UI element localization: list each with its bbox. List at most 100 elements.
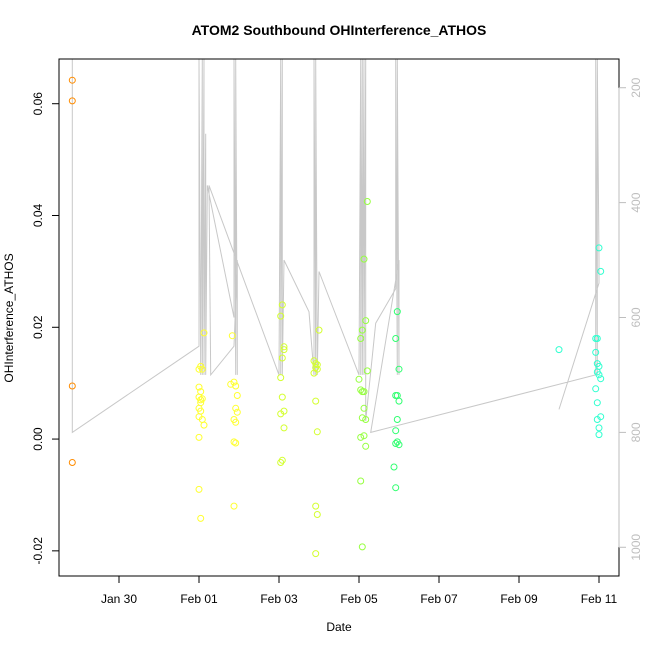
data-point bbox=[595, 371, 603, 379]
y2-tick-label: 600 bbox=[629, 307, 643, 327]
y-tick-label: 0.02 bbox=[31, 315, 45, 339]
data-point bbox=[357, 433, 365, 441]
data-point bbox=[277, 459, 285, 466]
data-point bbox=[362, 416, 370, 423]
data-point bbox=[227, 380, 235, 388]
data-point bbox=[593, 335, 601, 342]
data-point bbox=[233, 392, 241, 399]
data-point bbox=[195, 383, 203, 391]
data-point bbox=[362, 317, 370, 325]
data-point bbox=[68, 459, 76, 466]
data-point bbox=[363, 198, 371, 205]
data-point bbox=[357, 386, 365, 394]
y-tick-label: 0.06 bbox=[31, 92, 45, 116]
data-point bbox=[595, 424, 603, 432]
point-series-2 bbox=[277, 301, 323, 558]
y-tick-label: -0.02 bbox=[31, 537, 45, 565]
data-point bbox=[393, 416, 401, 423]
data-point bbox=[392, 335, 400, 342]
point-series-3 bbox=[355, 198, 371, 551]
data-point bbox=[310, 369, 318, 377]
data-point bbox=[313, 428, 321, 436]
data-point bbox=[278, 301, 286, 309]
chart-title: ATOM2 Southbound OHInterference_ATHOS bbox=[192, 22, 487, 38]
data-point bbox=[68, 382, 76, 390]
y-axis: -0.02 0.00 0.02 0.04 0.06 bbox=[31, 92, 60, 565]
data-point bbox=[277, 374, 285, 382]
data-point bbox=[595, 431, 603, 439]
data-point bbox=[232, 382, 240, 390]
y2-tick-label: 400 bbox=[629, 192, 643, 212]
data-point bbox=[597, 267, 605, 275]
data-point bbox=[312, 550, 320, 558]
data-point bbox=[392, 440, 400, 447]
data-point bbox=[232, 418, 240, 426]
data-point bbox=[357, 477, 365, 485]
y-tick-label: 0.00 bbox=[31, 427, 45, 451]
data-point bbox=[228, 332, 236, 340]
data-point bbox=[278, 456, 286, 464]
altitude-track-line bbox=[71, 58, 600, 434]
data-point bbox=[230, 438, 238, 446]
data-point bbox=[555, 346, 563, 354]
data-points bbox=[68, 76, 605, 558]
y-tick-label: 0.04 bbox=[31, 203, 45, 227]
data-point bbox=[362, 442, 370, 450]
data-point bbox=[278, 393, 286, 401]
x-tick-label: Jan 30 bbox=[101, 592, 137, 606]
data-point bbox=[198, 365, 206, 373]
x-tick-label: Feb 07 bbox=[420, 592, 458, 606]
data-point bbox=[360, 404, 368, 412]
x-tick-label: Feb 05 bbox=[340, 592, 378, 606]
data-point bbox=[233, 408, 241, 416]
data-point bbox=[280, 346, 288, 354]
data-point bbox=[355, 375, 363, 383]
data-point bbox=[313, 511, 321, 518]
data-point bbox=[395, 441, 403, 449]
y2-axis: 200 400 600 800 1000 bbox=[618, 77, 643, 561]
data-point bbox=[232, 404, 240, 412]
data-point bbox=[197, 514, 205, 522]
data-point bbox=[395, 397, 403, 405]
data-point bbox=[390, 463, 398, 471]
data-point bbox=[595, 244, 603, 252]
data-point bbox=[593, 416, 601, 423]
data-point bbox=[277, 312, 285, 320]
data-point bbox=[280, 343, 288, 351]
data-point bbox=[232, 439, 240, 447]
data-point bbox=[392, 427, 400, 435]
x-axis: Jan 30 Feb 01 Feb 03 Feb 05 Feb 07 Feb 09 Feb … bbox=[101, 575, 618, 606]
data-point bbox=[357, 335, 365, 342]
x-tick-label: Feb 09 bbox=[500, 592, 538, 606]
data-point bbox=[597, 375, 605, 383]
y2-tick-label: 800 bbox=[629, 422, 643, 442]
data-point bbox=[358, 543, 366, 551]
data-point bbox=[68, 76, 76, 84]
x-tick-label: Feb 03 bbox=[260, 592, 298, 606]
point-series-5 bbox=[555, 244, 605, 439]
data-point bbox=[200, 421, 208, 429]
data-point bbox=[312, 397, 320, 405]
data-point bbox=[312, 502, 320, 510]
data-point bbox=[277, 410, 285, 418]
plot-frame bbox=[58, 58, 620, 577]
data-point bbox=[195, 485, 203, 493]
data-point bbox=[197, 396, 205, 404]
point-series-0 bbox=[68, 76, 76, 466]
data-point bbox=[358, 326, 366, 334]
data-point bbox=[195, 433, 203, 441]
y2-tick-label: 200 bbox=[629, 77, 643, 97]
x-axis-label: Date bbox=[326, 620, 352, 634]
data-point bbox=[315, 326, 323, 334]
data-point bbox=[278, 354, 286, 362]
point-series-1 bbox=[195, 329, 241, 522]
data-point bbox=[592, 348, 600, 356]
data-point bbox=[360, 432, 368, 440]
data-point bbox=[360, 255, 368, 263]
x-tick-label: Feb 11 bbox=[581, 592, 618, 606]
data-point bbox=[200, 329, 208, 337]
data-point bbox=[68, 97, 76, 105]
data-point bbox=[198, 395, 206, 403]
x-tick-label: Feb 01 bbox=[180, 592, 218, 606]
